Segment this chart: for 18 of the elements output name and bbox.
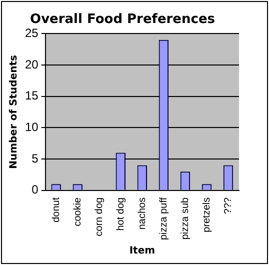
y-tick-label: 15 <box>24 88 39 103</box>
y-tick-label: 0 <box>32 182 39 197</box>
y-tick-label: 25 <box>24 26 39 40</box>
x-tick-label: cookie <box>72 196 84 226</box>
x-tick-label: donut <box>50 197 62 222</box>
x-tick-label: ??? <box>222 196 234 214</box>
x-tick-label: pizza sub <box>180 196 191 240</box>
x-tick-label: nachos <box>136 197 148 230</box>
x-tick-label: pizza puff <box>158 197 170 240</box>
x-tick-label: corn dog <box>94 197 105 236</box>
y-tick-label: 5 <box>32 151 39 166</box>
y-axis-title: Number of Students <box>8 55 20 169</box>
x-tick-label: hot dog <box>115 197 126 231</box>
y-tick-label: 10 <box>24 120 39 134</box>
y-tick-label: 20 <box>24 57 39 72</box>
chart-title: Overall Food Preferences <box>30 12 216 28</box>
x-tick-label: pretzels <box>201 197 212 232</box>
x-axis-title: Item <box>129 246 156 257</box>
